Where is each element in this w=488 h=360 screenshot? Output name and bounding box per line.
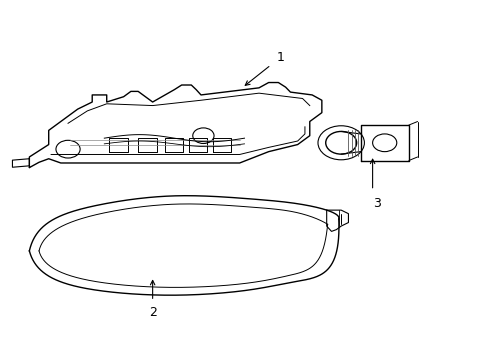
Text: 3: 3	[373, 197, 381, 210]
Text: 1: 1	[276, 51, 284, 64]
Text: 2: 2	[148, 306, 156, 319]
